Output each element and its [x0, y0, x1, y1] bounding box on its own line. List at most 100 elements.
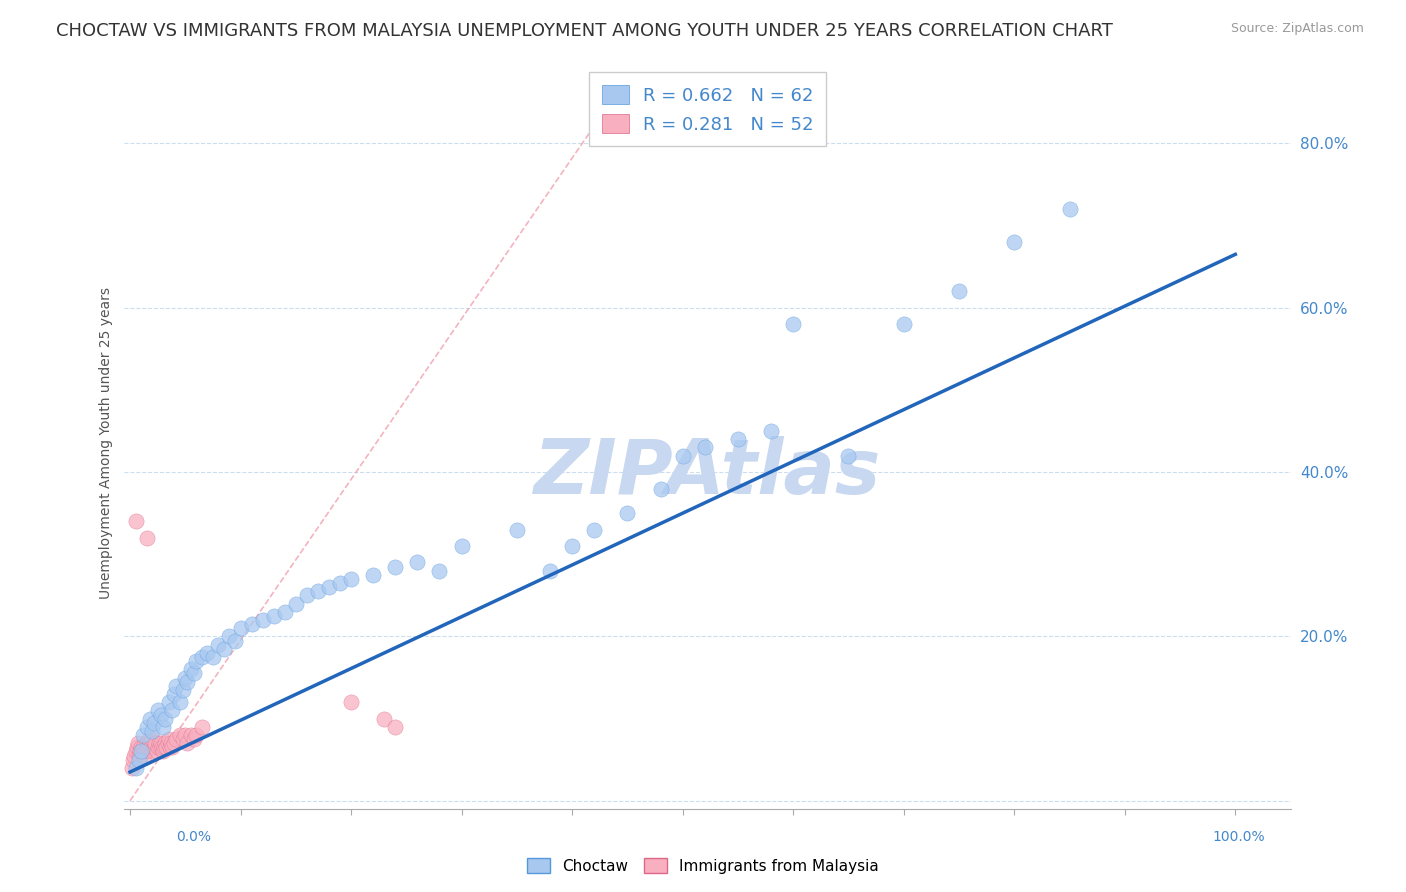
Point: [124, 744, 146, 758]
Point: [149, 740, 172, 755]
Point: [212, 641, 235, 656]
Point: [129, 744, 152, 758]
Point: [149, 736, 172, 750]
Point: [340, 695, 363, 709]
Point: [155, 736, 177, 750]
Point: [180, 728, 202, 742]
Point: [169, 695, 191, 709]
Point: [169, 728, 191, 742]
Text: CHOCTAW VS IMMIGRANTS FROM MALAYSIA UNEMPLOYMENT AMONG YOUTH UNDER 25 YEARS CORR: CHOCTAW VS IMMIGRANTS FROM MALAYSIA UNEM…: [56, 22, 1114, 40]
Point: [134, 744, 156, 758]
Point: [384, 559, 406, 574]
Point: [139, 740, 162, 755]
Point: [329, 576, 352, 591]
Point: [672, 449, 695, 463]
Point: [183, 666, 205, 681]
Point: [129, 740, 152, 755]
Point: [145, 736, 167, 750]
Point: [160, 740, 183, 755]
Point: [131, 744, 153, 758]
Point: [152, 720, 174, 734]
Point: [218, 630, 240, 644]
Point: [948, 285, 970, 299]
Point: [143, 740, 166, 755]
Point: [143, 715, 166, 730]
Point: [176, 674, 198, 689]
Point: [195, 646, 218, 660]
Point: [163, 687, 186, 701]
Point: [186, 654, 208, 668]
Point: [124, 761, 146, 775]
Point: [128, 748, 150, 763]
Point: [1059, 202, 1081, 216]
Point: [506, 523, 529, 537]
Text: ZIPAtlas: ZIPAtlas: [534, 435, 882, 509]
Point: [172, 682, 194, 697]
Point: [155, 712, 177, 726]
Text: Source: ZipAtlas.com: Source: ZipAtlas.com: [1230, 22, 1364, 36]
Point: [152, 744, 174, 758]
Point: [132, 740, 155, 755]
Point: [165, 679, 187, 693]
Point: [782, 317, 804, 331]
Point: [176, 736, 198, 750]
Point: [693, 441, 716, 455]
Point: [759, 424, 782, 438]
Point: [156, 736, 179, 750]
Point: [583, 523, 606, 537]
Point: [318, 580, 340, 594]
Point: [135, 736, 157, 750]
Point: [295, 588, 318, 602]
Point: [429, 564, 451, 578]
Point: [224, 633, 246, 648]
Point: [837, 449, 859, 463]
Point: [201, 650, 224, 665]
Point: [893, 317, 915, 331]
Point: [138, 732, 160, 747]
Point: [127, 736, 149, 750]
Point: [159, 740, 181, 755]
Point: [125, 740, 148, 755]
Point: [650, 482, 672, 496]
Legend: R = 0.662   N = 62, R = 0.281   N = 52: R = 0.662 N = 62, R = 0.281 N = 52: [589, 72, 827, 146]
Point: [538, 564, 561, 578]
Point: [132, 728, 155, 742]
Point: [134, 748, 156, 763]
Point: [157, 732, 180, 747]
Point: [155, 740, 177, 755]
Point: [274, 605, 297, 619]
Point: [139, 736, 162, 750]
Text: 100.0%: 100.0%: [1213, 830, 1265, 844]
Point: [128, 753, 150, 767]
Point: [252, 613, 274, 627]
Point: [186, 728, 208, 742]
Point: [141, 723, 163, 738]
Point: [146, 740, 169, 755]
Point: [163, 736, 186, 750]
Point: [263, 608, 285, 623]
Point: [373, 712, 395, 726]
Point: [191, 650, 214, 665]
Point: [384, 720, 406, 734]
Point: [727, 432, 749, 446]
Point: [124, 748, 146, 763]
Point: [160, 703, 183, 717]
Point: [121, 761, 143, 775]
Point: [124, 515, 146, 529]
Y-axis label: Unemployment Among Youth under 25 years: Unemployment Among Youth under 25 years: [100, 287, 114, 599]
Point: [284, 597, 307, 611]
Point: [146, 703, 169, 717]
Point: [361, 567, 384, 582]
Point: [616, 506, 638, 520]
Point: [340, 572, 363, 586]
Point: [406, 556, 429, 570]
Point: [122, 753, 145, 767]
Point: [307, 584, 329, 599]
Point: [180, 662, 202, 676]
Point: [229, 621, 252, 635]
Point: [160, 736, 183, 750]
Point: [136, 740, 159, 755]
Point: [150, 740, 173, 755]
Point: [450, 539, 472, 553]
Point: [149, 707, 172, 722]
